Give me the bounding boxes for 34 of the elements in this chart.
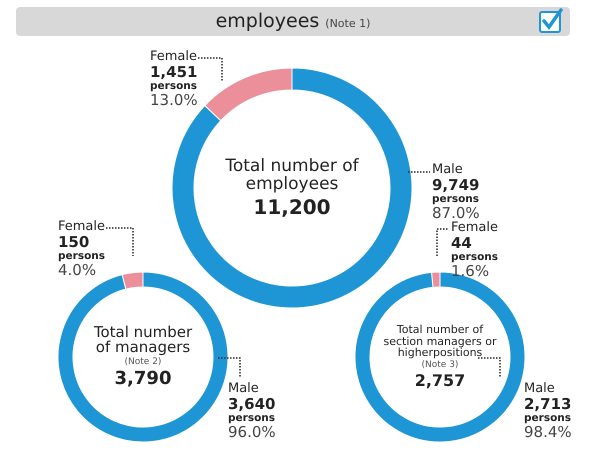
text: persons bbox=[150, 80, 198, 92]
text: persons bbox=[58, 250, 106, 262]
text: 13.0% bbox=[150, 91, 198, 110]
chart-title: employees bbox=[216, 10, 320, 32]
text: 11,200 bbox=[252, 194, 332, 219]
data-label: 3,640 bbox=[228, 395, 276, 414]
slice-label: Male bbox=[432, 162, 464, 178]
text: 3,790 bbox=[114, 368, 172, 390]
text: persons bbox=[228, 412, 276, 424]
text: 4.0% bbox=[58, 261, 96, 280]
text: 2,757 bbox=[414, 371, 466, 390]
data-label: 150 bbox=[58, 233, 90, 252]
slice-label: Male bbox=[524, 381, 556, 396]
text: 1.6% bbox=[451, 262, 490, 280]
text: (Note 1) bbox=[325, 17, 370, 30]
slice-label: Female bbox=[150, 49, 198, 64]
text: 96.0% bbox=[228, 423, 276, 442]
text: 98.4% bbox=[524, 423, 572, 442]
text: (Note 3) bbox=[420, 360, 460, 370]
text: Total number of managers bbox=[92, 322, 194, 356]
data-label: 9,749 bbox=[432, 176, 480, 194]
slice-label: Female bbox=[451, 220, 498, 236]
data-label: 1,451 bbox=[150, 63, 198, 82]
slice-label: Male bbox=[228, 381, 260, 396]
text: persons bbox=[451, 250, 498, 264]
text: Total number of section managers or higherpositions bbox=[382, 323, 498, 360]
data-label: 44 bbox=[451, 234, 473, 252]
data-label: 2,713 bbox=[524, 395, 572, 414]
text: persons bbox=[524, 412, 572, 424]
text: persons bbox=[432, 192, 480, 205]
text: Total number of employees bbox=[224, 156, 360, 194]
text: (Note 2) bbox=[124, 357, 162, 368]
slice-label: Female bbox=[58, 219, 106, 234]
text: 87.0% bbox=[432, 204, 480, 222]
